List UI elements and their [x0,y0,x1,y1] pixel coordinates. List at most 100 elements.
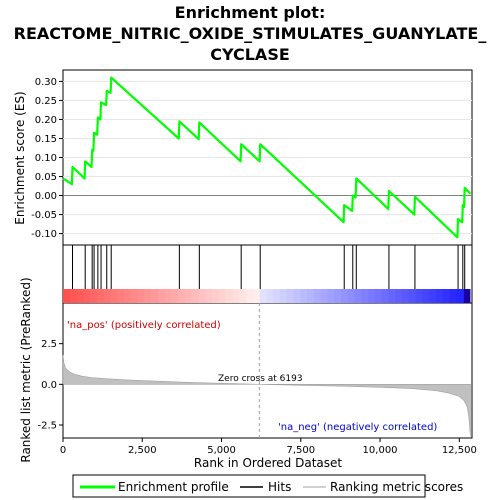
metric-y-tick-label: 0.0 [41,380,57,391]
es-y-tick-label: 0.05 [35,172,57,183]
x-tick-label: 7,500 [286,445,315,456]
gradient-segment [388,289,396,303]
metric-area-path [62,354,471,437]
gradient-segment [442,289,450,303]
x-tick-label: 5,000 [207,445,236,456]
metric-y-axis: -2.5 0.0 2.5 [37,339,63,431]
gradient-segment [246,289,254,303]
gradient-segment [83,289,91,303]
gradient-segment [252,289,261,303]
chart-title-line-3: CYCLASE [210,45,290,64]
gradient-segment [164,289,172,303]
gradient-segment [212,289,220,303]
gradient-segment [63,289,71,303]
gradient-segment [286,289,294,303]
gradient-segment [90,289,98,303]
es-y-tick-label: 0.10 [35,153,57,164]
gradient-segment [144,289,152,303]
gradient-segment [395,289,403,303]
x-tick-label: 10,000 [363,445,398,456]
legend-hits-label: Hits [268,480,291,494]
es-y-tick-label: 0.25 [35,96,57,107]
gradient-segment [340,289,349,303]
x-tick-label: 12,500 [442,445,477,456]
zero-cross-label: Zero cross at 6193 [218,374,303,384]
gradient-segment [110,289,118,303]
es-y-axis-title: Enrichment score (ES) [13,91,27,224]
gradient-segment [157,289,166,303]
gradient-segment [130,289,139,303]
gradient-segment [381,289,389,303]
es-y-tick-label: 0.00 [35,191,57,202]
gradient-segment [327,289,335,303]
gradient-segment [334,289,342,303]
gradient-segment [76,289,84,303]
gradient-segment [259,289,267,303]
legend-enrichment-label: Enrichment profile [118,480,229,494]
rank-gradient-bar [63,289,471,303]
metric-y-tick-label: 2.5 [41,339,57,350]
gradient-segment [374,289,383,303]
gradient-segment [198,289,206,303]
gradient-segment [293,289,301,303]
gradient-segment [300,289,308,303]
gradient-segment [422,289,430,303]
gradient-segment [69,289,78,303]
gradient-segment [279,289,288,303]
es-series-line [62,76,472,239]
gradient-segment [456,289,464,303]
es-y-tick-label: -0.05 [31,210,57,221]
gradient-segment [415,289,423,303]
gradient-segment [239,289,247,303]
x-axis-title: Rank in Ordered Dataset [194,456,342,470]
gradient-segment [117,289,125,303]
gradient-segment [435,289,444,303]
gradient-segment [124,289,132,303]
gradient-segment [137,289,145,303]
gradient-segment [96,289,105,303]
gradient-segment [361,289,369,303]
chart-title-line-2: REACTOME_NITRIC_OXIDE_STIMULATES_GUANYLA… [14,24,487,43]
gradient-segment [273,289,281,303]
gradient-segment [354,289,362,303]
gradient-segment [266,289,274,303]
legend-box [72,474,426,498]
gradient-segment [464,289,471,303]
es-gridlines [63,80,472,235]
gradient-segment [408,289,417,303]
neg-correlated-label: 'na_neg' (negatively correlated) [278,422,437,433]
gradient-segment [449,289,457,303]
gradient-segment [151,289,159,303]
gradient-segment [103,289,111,303]
gradient-segment [429,289,437,303]
es-y-axis: 0.30 0.25 0.20 0.15 0.10 0.05 0.00 -0.05 -0.10 [31,77,63,240]
es-y-tick-label: 0.15 [35,134,57,145]
gradient-segment [171,289,179,303]
metric-x-axis: 0 2,500 5,000 7,500 10,000 12,500 [60,438,477,456]
ranking-metric-area [62,303,471,438]
gradient-segment [225,289,233,303]
es-y-tick-label: 0.30 [35,77,57,88]
gradient-segment [185,289,193,303]
gradient-segment [313,289,322,303]
gradient-segment [320,289,328,303]
es-y-tick-label: -0.10 [31,229,57,240]
x-tick-label: 2,500 [128,445,157,456]
gradient-segment [401,289,410,303]
metric-y-axis-title: Ranked list metric (PreRanked) [19,277,33,462]
gradient-segment [347,289,356,303]
chart-title-line-1: Enrichment plot: [175,3,326,22]
pos-correlated-label: 'na_pos' (positively correlated) [67,320,221,331]
x-tick-label: 0 [60,445,66,456]
gradient-segment [218,289,227,303]
metric-y-tick-label: -2.5 [37,420,57,431]
gradient-segment [191,289,200,303]
gradient-segment [232,289,240,303]
legend-metric-label: Ranking metric scores [330,480,463,494]
gradient-segment [307,289,315,303]
gradient-segment [178,289,186,303]
es-y-tick-label: 0.20 [35,115,57,126]
gradient-segment [205,289,213,303]
